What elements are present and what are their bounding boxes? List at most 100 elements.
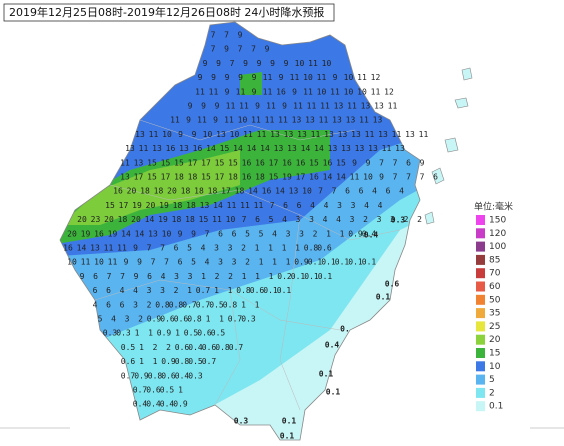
grid-value: 10 [322, 59, 332, 68]
grid-value: 1 [255, 272, 260, 281]
title: 2019年12月25日08时-2019年12月26日08时 24小时降水预报 [9, 5, 324, 19]
grid-value: 16 [242, 158, 252, 167]
grid-value: 6 [255, 215, 260, 224]
grid-value: 1 [201, 272, 206, 281]
grid-value: 15 [105, 201, 115, 210]
grid-value: 0.3 [116, 329, 131, 338]
grid-value: 18 [174, 173, 184, 182]
grid-value: 13 [351, 130, 361, 139]
grid-value: 10 [363, 173, 373, 182]
grid-value: 10 [226, 215, 236, 224]
grid-value: 19 [81, 229, 91, 238]
station-value: 0.1 [319, 370, 334, 379]
legend: 150 120 100 85 70 60 50 35 25 20 15 10 5 2 0.1 [476, 215, 506, 412]
grid-value: 3 [147, 286, 152, 295]
grid-value: 3 [133, 300, 138, 309]
grid-value: 11 [240, 201, 250, 210]
grid-value: 1 [206, 315, 211, 324]
grid-value: 1 [153, 357, 158, 366]
grid-value: 1 [272, 258, 277, 267]
grid-value: 9 [379, 173, 384, 182]
grid-value: 4 [161, 272, 166, 281]
islands [424, 67, 473, 225]
grid-value: 0.6 [174, 315, 189, 324]
grid-value: 0.7 [121, 371, 136, 380]
grid-value: 5 [259, 229, 264, 238]
grid-value: 10 [357, 87, 367, 96]
grid-value: 18 [186, 201, 196, 210]
grid-value: 18 [188, 173, 198, 182]
grid-value: 5 [191, 258, 196, 267]
grid-value: 4 [120, 286, 125, 295]
grid-value: 9 [255, 102, 260, 111]
grid-value: 15 [215, 158, 225, 167]
grid-value: 0.8 [223, 300, 238, 309]
legend-swatch [476, 215, 485, 225]
grid-value: 2 [166, 343, 171, 352]
grid-value: 2 [147, 300, 152, 309]
legend-swatch [476, 334, 485, 345]
grid-value: 18 [154, 187, 164, 196]
district-lines [94, 119, 401, 411]
legend-label: 15 [489, 349, 500, 359]
grid-value: 11 [347, 102, 357, 111]
station-value: 0.1 [282, 417, 297, 426]
grid-value: 9 [252, 73, 257, 82]
grid-value: 0.4 [133, 400, 148, 409]
grid-value: 3 [299, 229, 304, 238]
grid-value: 14 [135, 229, 145, 238]
grid-value: 16 [323, 158, 333, 167]
grid-value: 6 [359, 187, 364, 196]
grid-value: 11 [330, 87, 340, 96]
grid-value: 16 [242, 173, 252, 182]
grid-value: 9 [224, 45, 229, 54]
grid-value: 11 [81, 258, 91, 267]
grid-value: 15 [147, 173, 157, 182]
grid-value: 4 [336, 215, 341, 224]
grid-value: 7 [318, 187, 323, 196]
grid-value: 10 [317, 87, 327, 96]
grid-value: 5 [245, 229, 250, 238]
title-box [3, 3, 335, 22]
grid-value: 1 [241, 300, 246, 309]
grid-value: 13 [292, 116, 302, 125]
legend-label: 150 [489, 216, 506, 226]
grid-value: 9 [201, 102, 206, 111]
grid-value: 3 [377, 215, 382, 224]
grid-value: 7 [393, 173, 398, 182]
grid-value: 0.4 [175, 371, 190, 380]
grid-value: 9 [216, 59, 221, 68]
grid-value: 11 [357, 73, 367, 82]
grid-value: 13 [368, 144, 378, 153]
grid-value: 10 [303, 73, 313, 82]
grid-value: 6 [232, 229, 237, 238]
grid-value: 9 [352, 158, 357, 167]
grid-value: 7 [406, 173, 411, 182]
grid-value: 0.8 [169, 300, 184, 309]
grid-value: 4 [111, 315, 116, 324]
grid-value: 11 [212, 215, 222, 224]
grid-value: 7 [420, 173, 425, 182]
grid-value: 18 [228, 173, 238, 182]
grid-value: 10 [344, 87, 354, 96]
grid-value: 9 [203, 59, 208, 68]
grid-value: 13 [332, 116, 342, 125]
grid-value: 9 [215, 102, 220, 111]
grid-value: 9 [265, 45, 270, 54]
legend-swatch [476, 294, 485, 305]
grid-value: 16 [276, 87, 286, 96]
grid-value: 9 [366, 158, 371, 167]
legend-label: 25 [489, 322, 500, 332]
grid-value: 7 [211, 45, 216, 54]
grid-value: 0.8 [304, 244, 319, 253]
grid-value: 0.3 [188, 371, 203, 380]
grid-value: 0.4 [188, 343, 203, 352]
grid-value: 6 [178, 258, 183, 267]
grid-value: 0.6 [121, 357, 136, 366]
grid-value: 1 [242, 272, 247, 281]
grid-value: 12 [384, 87, 394, 96]
grid-value: 9 [257, 59, 262, 68]
grid-value: 10 [295, 59, 305, 68]
grid-value: 7 [120, 272, 125, 281]
legend-swatch [476, 361, 485, 372]
